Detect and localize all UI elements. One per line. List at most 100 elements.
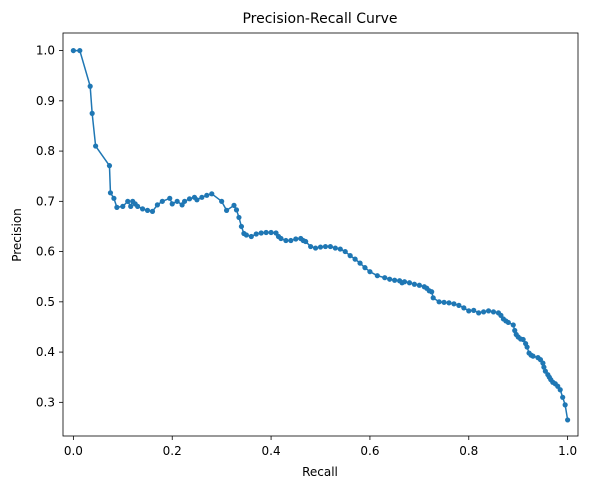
y-tick-label: 0.5 [36,295,55,309]
data-point [524,344,530,350]
data-point [490,309,497,315]
y-tick-label: 0.6 [36,245,55,259]
data-point [128,203,134,209]
data-point [446,300,452,306]
data-point [89,110,95,116]
data-point [374,273,380,279]
data-point [322,243,329,250]
data-point [87,83,93,89]
plot-area [62,32,579,437]
data-point [317,244,324,250]
data-point [199,194,205,200]
data-point [471,307,477,313]
data-point [347,253,353,259]
x-tick-label: 0.6 [360,444,379,458]
data-point [248,233,254,240]
data-point [135,203,141,209]
series-line [73,49,569,421]
x-axis-label: Recall [302,465,338,479]
data-point [560,394,566,400]
y-tick-label: 0.7 [36,194,55,208]
data-point [181,198,188,204]
data-point [512,327,518,334]
data-point [505,319,511,326]
data-point [204,192,210,198]
chart-title: Precision-Recall Curve [242,11,397,27]
data-point [451,301,457,307]
plot-frame [62,32,579,437]
data-point [223,207,230,213]
data-point [342,248,348,255]
data-point [111,195,117,201]
x-tick-label: 0.2 [163,444,182,458]
data-point [125,198,131,204]
data-point [510,322,516,328]
data-point [565,417,571,423]
y-axis: 0.3 0.4 0.5 0.6 0.7 0.8 0.9 1.0 [36,44,63,409]
data-point [149,208,156,214]
data-point [93,143,99,149]
data-point [70,47,76,54]
data-point [461,305,467,311]
data-point [520,336,526,343]
data-point [456,302,462,308]
data-point [430,295,436,301]
data-point [429,289,435,295]
data-point [401,279,408,285]
x-axis: 0.0 0.2 0.4 0.6 0.8 1.0 [64,436,577,458]
x-tick-label: 1.0 [558,444,577,458]
data-point [303,238,309,245]
data-point [159,198,165,204]
data-point [253,231,259,237]
data-point [411,281,418,287]
data-point [139,206,146,212]
data-point [540,360,546,366]
y-axis-label: Precision [10,208,24,262]
data-point [466,308,472,314]
x-tick-label: 0.8 [459,444,478,458]
y-tick-label: 0.4 [36,345,55,359]
y-tick-label: 0.3 [36,395,55,409]
data-point [120,203,126,209]
y-tick-label: 0.8 [36,144,55,158]
data-point [481,309,487,315]
data-point [293,236,299,242]
data-point [106,163,113,169]
y-tick-label: 0.9 [36,94,55,108]
data-point [258,230,264,236]
data-point [288,237,294,244]
data-point [332,245,338,251]
data-point [337,246,343,252]
data-point [236,214,242,221]
data-point [485,308,492,314]
data-point [144,207,151,213]
data-point [436,299,442,305]
data-point [367,269,373,275]
data-point [268,229,274,236]
data-point [167,195,173,201]
data-point [209,191,215,197]
data-point [243,232,249,238]
data-point [362,265,368,271]
data-point [186,196,193,202]
data-point [562,402,568,408]
data-point [231,202,237,208]
data-point [114,204,120,210]
series-points [70,47,571,423]
data-point [392,277,398,283]
data-point [154,202,160,208]
data-point [476,310,482,316]
data-point [352,256,358,262]
x-tick-label: 0.4 [262,444,281,458]
data-point [406,280,413,286]
data-point [278,235,284,242]
data-point [233,207,240,213]
data-point [238,223,245,230]
data-point [283,237,289,244]
data-point [174,198,180,204]
data-point [541,364,547,370]
data-point [387,276,393,282]
data-point [77,47,83,54]
data-point [327,243,333,250]
